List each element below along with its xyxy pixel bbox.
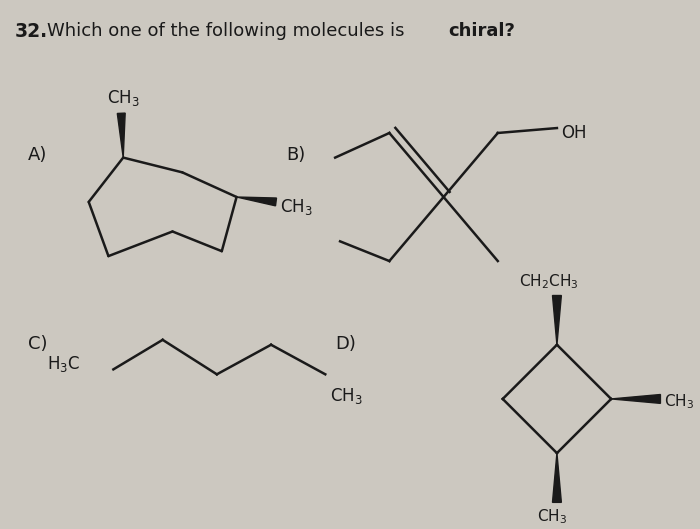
Text: OH: OH <box>561 124 587 142</box>
Text: $\mathregular{CH_3}$: $\mathregular{CH_3}$ <box>280 197 313 217</box>
Text: B): B) <box>286 146 305 164</box>
Text: Which one of the following molecules is: Which one of the following molecules is <box>48 22 411 40</box>
Polygon shape <box>118 113 125 158</box>
Text: A): A) <box>27 146 47 164</box>
Text: $\mathregular{CH_3}$: $\mathregular{CH_3}$ <box>107 88 140 108</box>
Text: $\mathregular{CH_2CH_3}$: $\mathregular{CH_2CH_3}$ <box>519 272 579 290</box>
Polygon shape <box>611 395 660 404</box>
Text: $\mathregular{CH_3}$: $\mathregular{CH_3}$ <box>537 507 568 526</box>
Text: chiral?: chiral? <box>449 22 515 40</box>
Polygon shape <box>552 453 561 503</box>
Text: D): D) <box>335 335 356 353</box>
Text: $\mathregular{CH_3}$: $\mathregular{CH_3}$ <box>664 393 694 411</box>
Text: $\mathregular{CH_3}$: $\mathregular{CH_3}$ <box>330 386 363 406</box>
Text: $\mathregular{H_3C}$: $\mathregular{H_3C}$ <box>48 354 80 375</box>
Polygon shape <box>237 197 276 206</box>
Polygon shape <box>552 296 561 345</box>
Text: 32.: 32. <box>15 22 48 41</box>
Text: C): C) <box>27 335 47 353</box>
